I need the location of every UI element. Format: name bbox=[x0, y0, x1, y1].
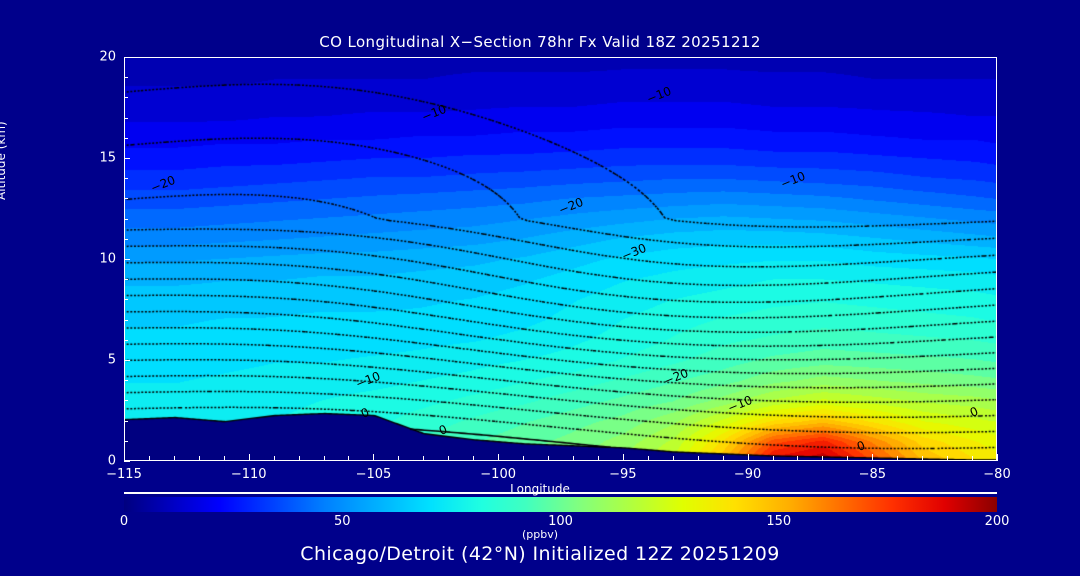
x-tick-mark bbox=[548, 456, 550, 461]
colorbar bbox=[124, 497, 997, 512]
y-tick-mark-minor bbox=[124, 259, 130, 260]
x-tick-label: −85 bbox=[858, 467, 886, 482]
y-tick-mark-minor bbox=[124, 299, 128, 301]
x-tick-mark bbox=[498, 454, 500, 461]
x-tick-mark bbox=[348, 456, 350, 461]
y-tick-mark-minor bbox=[124, 218, 128, 220]
x-tick-mark bbox=[323, 456, 325, 461]
x-tick-mark bbox=[847, 456, 849, 461]
chart-title: CO Longitudinal X−Section 78hr Fx Valid … bbox=[319, 33, 761, 51]
y-tick-mark-minor bbox=[124, 279, 128, 281]
y-tick-mark-minor bbox=[124, 137, 128, 139]
x-tick-mark bbox=[897, 456, 899, 461]
y-tick-mark-minor bbox=[124, 440, 128, 442]
x-tick-label: −95 bbox=[609, 467, 637, 482]
y-tick-mark-minor bbox=[124, 380, 128, 382]
x-tick-label: −80 bbox=[983, 467, 1011, 482]
x-tick-mark bbox=[997, 454, 998, 461]
x-tick-label: −115 bbox=[106, 467, 142, 482]
x-tick-label: −90 bbox=[733, 467, 762, 482]
x-tick-mark bbox=[223, 456, 225, 461]
colorbar-topline bbox=[124, 492, 997, 494]
y-tick-mark-minor bbox=[124, 77, 128, 79]
y-tick-mark-minor bbox=[124, 420, 128, 422]
y-tick-mark-minor bbox=[124, 360, 130, 361]
x-tick-mark bbox=[298, 456, 300, 461]
y-tick-label: 20 bbox=[99, 49, 116, 65]
cross-section-canvas bbox=[125, 58, 996, 460]
y-tick-mark-minor bbox=[124, 97, 128, 99]
x-tick-mark bbox=[972, 456, 974, 461]
x-tick-label: −100 bbox=[480, 467, 516, 482]
y-tick-mark-minor bbox=[124, 158, 130, 159]
x-tick-mark bbox=[124, 454, 125, 461]
x-tick-mark bbox=[523, 456, 525, 461]
y-axis-label: Altitude (km) bbox=[0, 121, 8, 200]
x-tick-mark bbox=[722, 456, 724, 461]
x-tick-mark bbox=[647, 456, 649, 461]
x-tick-mark bbox=[148, 456, 150, 461]
x-tick-mark bbox=[797, 456, 799, 461]
x-tick-mark bbox=[597, 456, 599, 461]
x-tick-mark bbox=[398, 456, 400, 461]
y-tick-label: 15 bbox=[99, 150, 116, 166]
x-tick-mark bbox=[772, 456, 774, 461]
x-tick-mark bbox=[248, 454, 250, 461]
chart-caption: Chicago/Detroit (42°N) Initialized 12Z 2… bbox=[300, 543, 780, 565]
x-tick-mark bbox=[448, 456, 450, 461]
x-tick-mark bbox=[672, 456, 674, 461]
x-tick-mark bbox=[747, 454, 749, 461]
y-tick-label: 10 bbox=[99, 251, 116, 267]
x-tick-mark bbox=[922, 456, 924, 461]
y-tick-mark-minor bbox=[124, 57, 130, 58]
y-tick-mark-minor bbox=[124, 400, 128, 402]
y-tick-mark-minor bbox=[124, 339, 128, 341]
colorbar-unit-label: (ppbv) bbox=[521, 528, 559, 541]
x-tick-mark bbox=[423, 456, 425, 461]
x-tick-mark bbox=[622, 454, 624, 461]
x-tick-mark bbox=[173, 456, 175, 461]
colorbar-tick-label: 0 bbox=[119, 514, 129, 529]
y-tick-label: 5 bbox=[107, 352, 116, 368]
x-tick-mark bbox=[572, 456, 574, 461]
colorbar-tick-label: 200 bbox=[984, 514, 1010, 529]
x-tick-mark bbox=[872, 454, 874, 461]
x-tick-label: −105 bbox=[355, 467, 392, 482]
plot-area bbox=[124, 57, 997, 461]
y-tick-mark-minor bbox=[124, 238, 128, 240]
y-tick-mark-minor bbox=[124, 461, 130, 462]
x-tick-mark bbox=[947, 456, 949, 461]
x-tick-mark bbox=[373, 454, 375, 461]
y-tick-label: 0 bbox=[107, 453, 116, 469]
y-tick-mark-minor bbox=[124, 198, 128, 200]
x-tick-mark bbox=[697, 456, 699, 461]
x-tick-mark bbox=[273, 456, 275, 461]
colorbar-tick-label: 50 bbox=[333, 514, 351, 529]
colorbar-tick-label: 100 bbox=[548, 514, 573, 529]
y-tick-mark-minor bbox=[124, 178, 128, 180]
x-tick-mark bbox=[473, 456, 475, 461]
y-tick-mark-minor bbox=[124, 117, 128, 119]
x-tick-mark bbox=[198, 456, 200, 461]
colorbar-tick-label: 150 bbox=[766, 514, 792, 529]
x-tick-label: −110 bbox=[230, 467, 267, 482]
x-tick-mark bbox=[822, 456, 824, 461]
y-tick-mark-minor bbox=[124, 319, 128, 321]
